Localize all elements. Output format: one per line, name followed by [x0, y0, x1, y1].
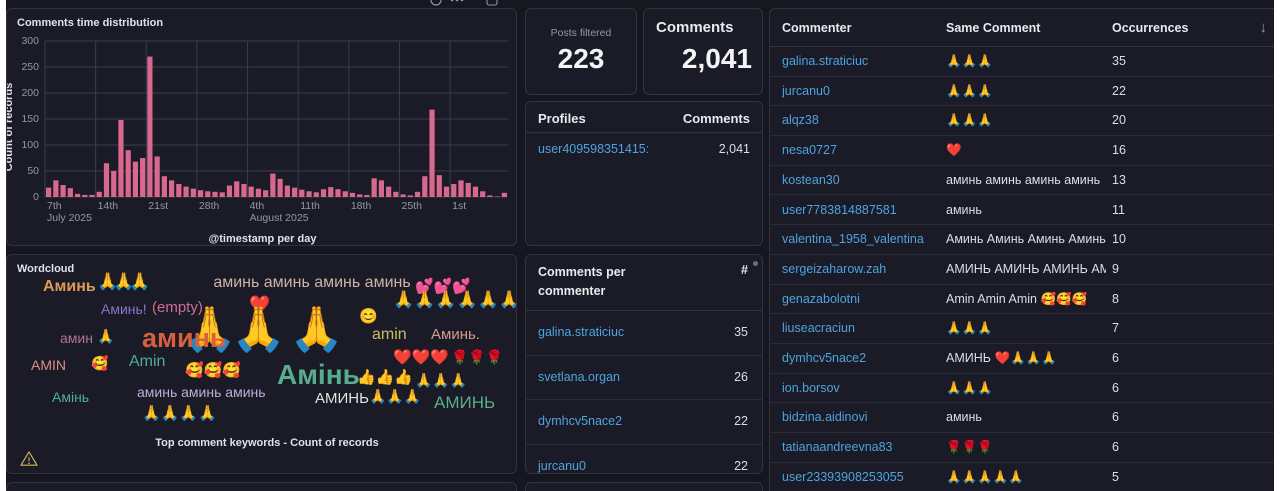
- svg-text:11th: 11th: [300, 200, 320, 212]
- svg-text:0: 0: [33, 191, 39, 203]
- svg-text:1st: 1st: [452, 200, 466, 212]
- svg-text:200: 200: [21, 87, 39, 99]
- svg-text:300: 300: [21, 35, 39, 47]
- svg-text:250: 250: [21, 61, 39, 73]
- svg-text:August 2025: August 2025: [250, 212, 309, 224]
- svg-text:100: 100: [21, 139, 39, 151]
- svg-text:150: 150: [21, 113, 39, 125]
- svg-text:21st: 21st: [148, 200, 168, 212]
- svg-text:25th: 25th: [401, 200, 422, 212]
- svg-text:14th: 14th: [98, 200, 119, 212]
- svg-text:7th: 7th: [47, 200, 62, 212]
- svg-text:28th: 28th: [199, 200, 220, 212]
- svg-text:18th: 18th: [351, 200, 372, 212]
- svg-text:50: 50: [27, 165, 39, 177]
- svg-text:July 2025: July 2025: [47, 212, 92, 224]
- svg-text:4th: 4th: [250, 200, 265, 212]
